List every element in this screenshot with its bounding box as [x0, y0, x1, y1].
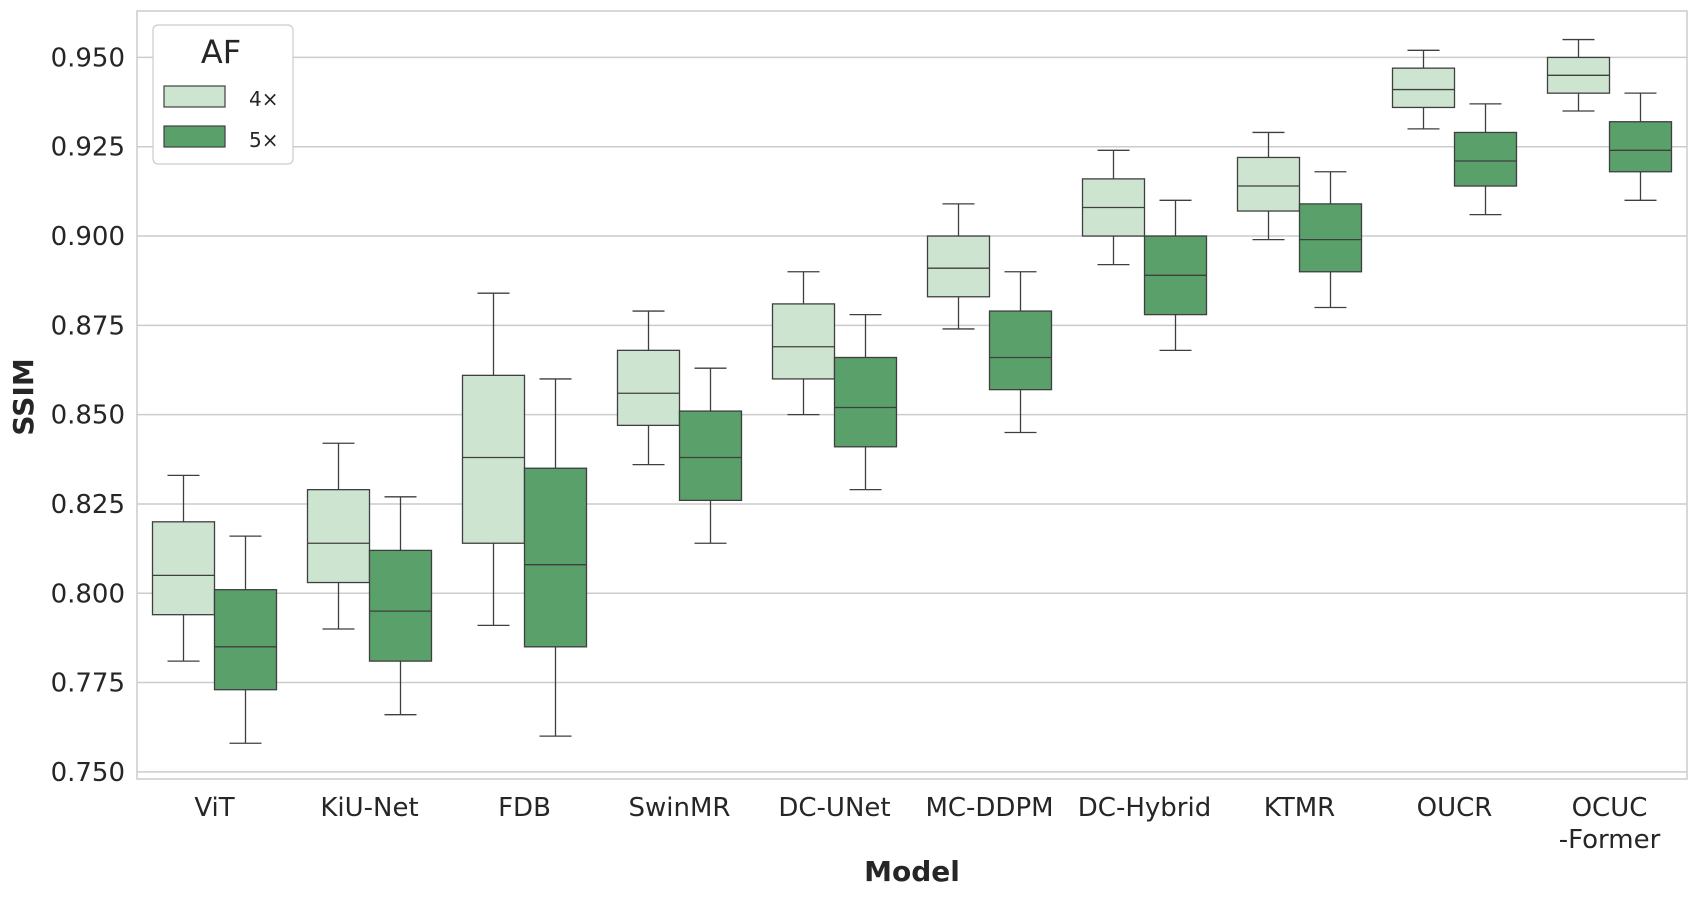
iqr-box	[833, 356, 898, 448]
x-tick-label: KiU-Net	[320, 793, 418, 823]
x-tick-label: KTMR	[1264, 793, 1335, 823]
x-tick-label: SwinMR	[629, 793, 731, 823]
box-5x	[1298, 171, 1363, 309]
box-5x	[523, 378, 588, 737]
box-4x	[151, 474, 216, 662]
box-5x	[678, 367, 743, 544]
iqr-box	[1236, 156, 1301, 212]
iqr-box	[988, 310, 1053, 391]
x-tick-label: MC-DDPM	[925, 793, 1053, 823]
plot-frame	[136, 10, 1688, 780]
iqr-box	[151, 521, 216, 616]
legend-swatch-5x	[163, 125, 226, 148]
box-4x	[771, 271, 836, 416]
iqr-box	[1453, 131, 1518, 187]
x-tick-label: OUCR	[1417, 793, 1493, 823]
box-5x	[1608, 92, 1673, 201]
box-5x	[833, 313, 898, 491]
iqr-box	[1391, 67, 1456, 109]
iqr-box	[368, 549, 433, 662]
iqr-box	[1298, 203, 1363, 273]
box-4x	[1546, 38, 1611, 112]
legend-title: AF	[201, 33, 241, 71]
box-5x	[1453, 103, 1518, 216]
x-axis-title: Model	[864, 855, 960, 888]
x-tick-label: DC-Hybrid	[1078, 793, 1211, 823]
box-5x	[368, 496, 433, 716]
legend: AF 4× 5×	[152, 24, 294, 165]
box-5x	[1143, 199, 1208, 351]
y-axis-title: SSIM	[7, 358, 40, 435]
y-tick-label: 0.875	[51, 311, 125, 341]
box-4x	[1081, 149, 1146, 266]
x-tick-label: ViT	[194, 793, 234, 823]
x-tick-label: OCUC	[1572, 793, 1648, 823]
legend-swatch-4x	[163, 85, 226, 108]
iqr-box	[771, 303, 836, 380]
y-tick-labels: 0.750 0.775 0.800 0.825 0.850 0.875 0.900 0.925…	[51, 43, 125, 787]
iqr-box	[523, 467, 588, 648]
y-tick-label: 0.775	[51, 669, 125, 699]
box-4x	[1236, 131, 1301, 241]
box-5x	[213, 535, 278, 744]
box-layer	[151, 38, 1673, 744]
box-4x	[1391, 49, 1456, 130]
y-tick-label: 0.900	[51, 222, 125, 252]
y-tick-label: 0.750	[51, 758, 125, 788]
box-4x	[306, 442, 371, 630]
box-4x	[616, 310, 681, 466]
y-tick-label: 0.950	[51, 43, 125, 73]
x-tick-label: FDB	[498, 793, 551, 823]
x-tick-label: -Former	[1559, 825, 1661, 855]
iqr-box	[926, 235, 991, 298]
y-tick-label: 0.925	[51, 133, 125, 163]
legend-label-5x: 5×	[249, 128, 278, 152]
y-tick-label: 0.850	[51, 401, 125, 431]
iqr-box	[213, 589, 278, 691]
y-tick-label: 0.800	[51, 579, 125, 609]
box-5x	[988, 271, 1053, 434]
x-tick-label: DC-UNet	[778, 793, 890, 823]
x-tick-labels: ViT KiU-Net FDB SwinMR DC-UNet MC-DDPM DC-Hybr…	[194, 793, 1660, 855]
y-tick-label: 0.825	[51, 490, 125, 520]
iqr-box	[678, 410, 743, 502]
box-4x	[461, 292, 526, 627]
iqr-box	[306, 489, 371, 584]
iqr-box	[1608, 121, 1673, 173]
box-4x	[926, 203, 991, 330]
iqr-box	[461, 374, 526, 544]
legend-label-4x: 4×	[249, 87, 278, 111]
iqr-box	[616, 349, 681, 427]
